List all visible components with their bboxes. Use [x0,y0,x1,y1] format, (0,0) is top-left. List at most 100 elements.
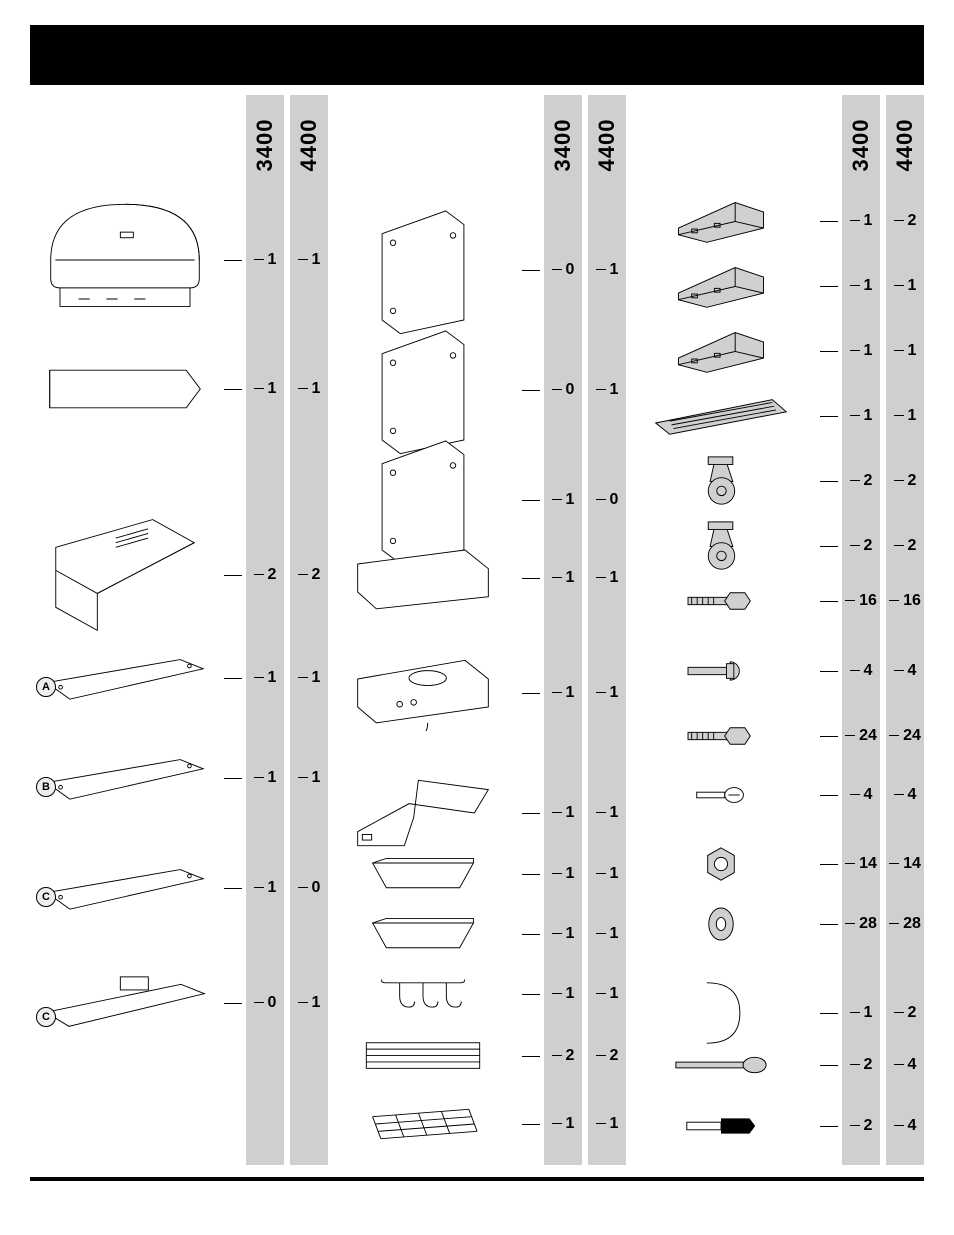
qty-value: 1 [588,261,626,279]
part-marker: C [36,1007,56,1027]
qty-value: 1 [544,865,582,883]
qty-pair: 11 [544,804,626,822]
frame-rail-c1: C10 [30,865,328,911]
qty-value: 2 [886,537,924,555]
parts-column: 34004400111122A11B11C10C01 [30,95,328,1165]
door-panel-1: 01 [328,205,626,335]
side-panel: 22 [30,515,328,635]
push-pin-icon [626,1115,816,1137]
heat-tent: 11 [626,395,924,437]
qty-value: 1 [544,985,582,1003]
machine-screw-icon [626,785,816,805]
drip-pan: 11 [328,855,626,893]
bracket-bottom: 11 [626,325,924,377]
caster-locking-icon [626,455,816,507]
qty-pair: 11 [544,865,626,883]
door-panel-1-icon [328,205,518,335]
qty-value: 1 [842,1004,880,1022]
leader-line [522,874,540,875]
qty-value: 24 [886,727,924,745]
qty-pair: 11 [246,769,328,787]
qty-value: 1 [544,569,582,587]
qty-value: 1 [842,342,880,360]
qty-value: 2 [544,1047,582,1065]
qty-pair: 10 [544,491,626,509]
caster-icon [626,520,816,572]
leader-line [820,286,838,287]
qty-value: 1 [246,879,284,897]
qty-value: 14 [842,855,880,873]
qty-pair: 1414 [842,855,924,873]
carriage-bolt-icon [626,660,816,682]
qty-pair: 10 [246,879,328,897]
header-bar [30,25,924,85]
washer: 2828 [626,905,924,943]
push-pin: 24 [626,1115,924,1137]
leader-line [224,260,242,261]
qty-value: 1 [290,994,328,1012]
door-handle-icon [626,975,816,1051]
leader-line [820,795,838,796]
leader-line [224,575,242,576]
qty-pair: 11 [246,380,328,398]
side-shelf-right-icon [328,545,518,611]
qty-value: 1 [246,251,284,269]
qty-value: 2 [842,1056,880,1074]
leader-line [820,1013,838,1014]
qty-value: 1 [842,212,880,230]
qty-value: 0 [588,491,626,509]
qty-value: 1 [290,769,328,787]
qty-value: 2 [886,1004,924,1022]
qty-pair: 2424 [842,727,924,745]
qty-value: 2 [842,1117,880,1135]
qty-value: 2 [886,212,924,230]
qty-pair: 22 [842,537,924,555]
qty-value: 1 [842,407,880,425]
qty-value: 0 [290,879,328,897]
qty-pair: 01 [544,381,626,399]
qty-pair: 11 [544,1115,626,1133]
model-label: 4400 [892,119,918,172]
qty-pair: 01 [246,994,328,1012]
qty-value: 2 [842,472,880,490]
qty-pair: 11 [544,985,626,1003]
grill-head: 11 [30,195,328,325]
leader-line [522,1124,540,1125]
qty-value: 4 [842,786,880,804]
qty-pair: 1616 [842,592,924,610]
bolt-long: 24 [626,1055,924,1075]
side-panel-icon [30,515,220,635]
qty-value: 4 [842,662,880,680]
qty-value: 1 [246,380,284,398]
washer-icon [626,905,816,943]
parts-column: 3400440012111111222216164424244414142828… [626,95,924,1165]
qty-pair: 12 [842,212,924,230]
bracket-bottom-icon [626,325,816,377]
tool-hooks-icon [328,975,518,1013]
qty-pair: 22 [246,566,328,584]
qty-pair: 11 [246,669,328,687]
leader-line [224,389,242,390]
side-shelf-burner: 11 [328,655,626,731]
qty-value: 2 [588,1047,626,1065]
heat-tent-icon [626,395,816,437]
flange-nut-icon [626,845,816,883]
model-label: 3400 [252,119,278,172]
hex-bolt-long: 2424 [626,725,924,747]
leader-line [820,481,838,482]
footer-rule [30,1177,924,1181]
leader-line [820,351,838,352]
drip-tray-icon [328,915,518,953]
grease-chute-icon [328,775,518,851]
flange-nut: 1414 [626,845,924,883]
qty-value: 4 [886,1117,924,1135]
qty-value: 2 [290,566,328,584]
qty-value: 1 [544,925,582,943]
qty-value: 1 [544,684,582,702]
qty-pair: 11 [544,925,626,943]
hex-bolt-short-icon [626,590,816,612]
tool-hooks: 11 [328,975,626,1013]
qty-pair: 24 [842,1056,924,1074]
door-handle: 12 [626,975,924,1051]
qty-value: 1 [246,669,284,687]
